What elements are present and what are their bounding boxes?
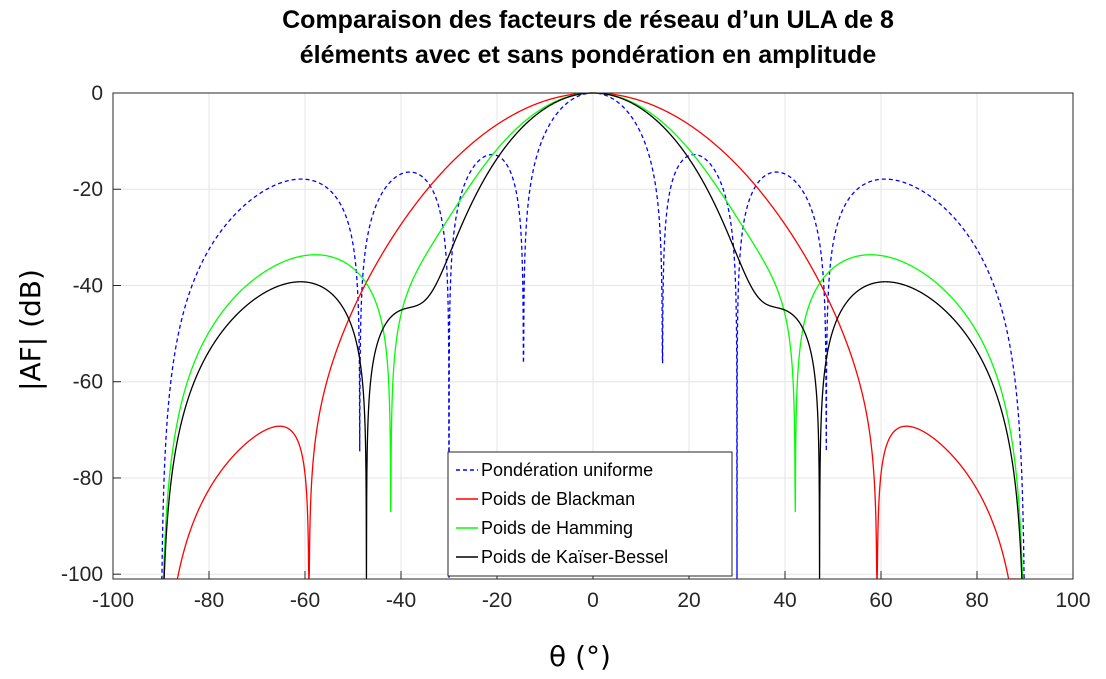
x-tick-label: 40	[773, 589, 796, 612]
chart-title-line-1: Comparaison des facteurs de réseau d’un …	[282, 6, 894, 34]
y-tick-label: 0	[91, 82, 103, 105]
x-tick-label: 80	[965, 589, 988, 612]
y-tick-label: -100	[61, 563, 103, 586]
legend-box	[447, 451, 733, 577]
legend-entry-label: Pondération uniforme	[481, 460, 653, 480]
x-tick-label: -20	[482, 589, 512, 612]
legend-entry-label: Poids de Blackman	[481, 489, 635, 509]
x-axis-label: θ (°)	[549, 640, 611, 673]
x-tick-label: -100	[92, 589, 134, 612]
x-tick-label: -80	[194, 589, 224, 612]
legend-entry-label: Poids de Hamming	[481, 518, 633, 538]
legend: Pondération uniforme Poids de Blackman Poi…	[447, 451, 733, 577]
y-tick-label: -80	[73, 467, 103, 490]
y-tick-label: -40	[73, 274, 103, 297]
y-tick-label: -20	[73, 178, 103, 201]
x-tick-label: -60	[290, 589, 320, 612]
y-tick-labels: 0 -20 -40 -60 -80 -100	[61, 82, 103, 586]
legend-entry-label: Poids de Kaïser-Bessel	[481, 547, 668, 567]
x-tick-labels: -100 -80 -60 -40 -20 0 20 40 60 80 100	[92, 589, 1091, 612]
chart-title-line-2: éléments avec et sans pondération en amp…	[300, 41, 877, 69]
y-axis-label: |AF| (dB)	[14, 269, 47, 391]
x-tick-label: 100	[1055, 589, 1090, 612]
x-tick-label: 0	[587, 589, 599, 612]
y-tick-label: -60	[73, 371, 103, 394]
x-tick-label: -40	[386, 589, 416, 612]
x-tick-label: 20	[677, 589, 700, 612]
x-tick-label: 60	[869, 589, 892, 612]
